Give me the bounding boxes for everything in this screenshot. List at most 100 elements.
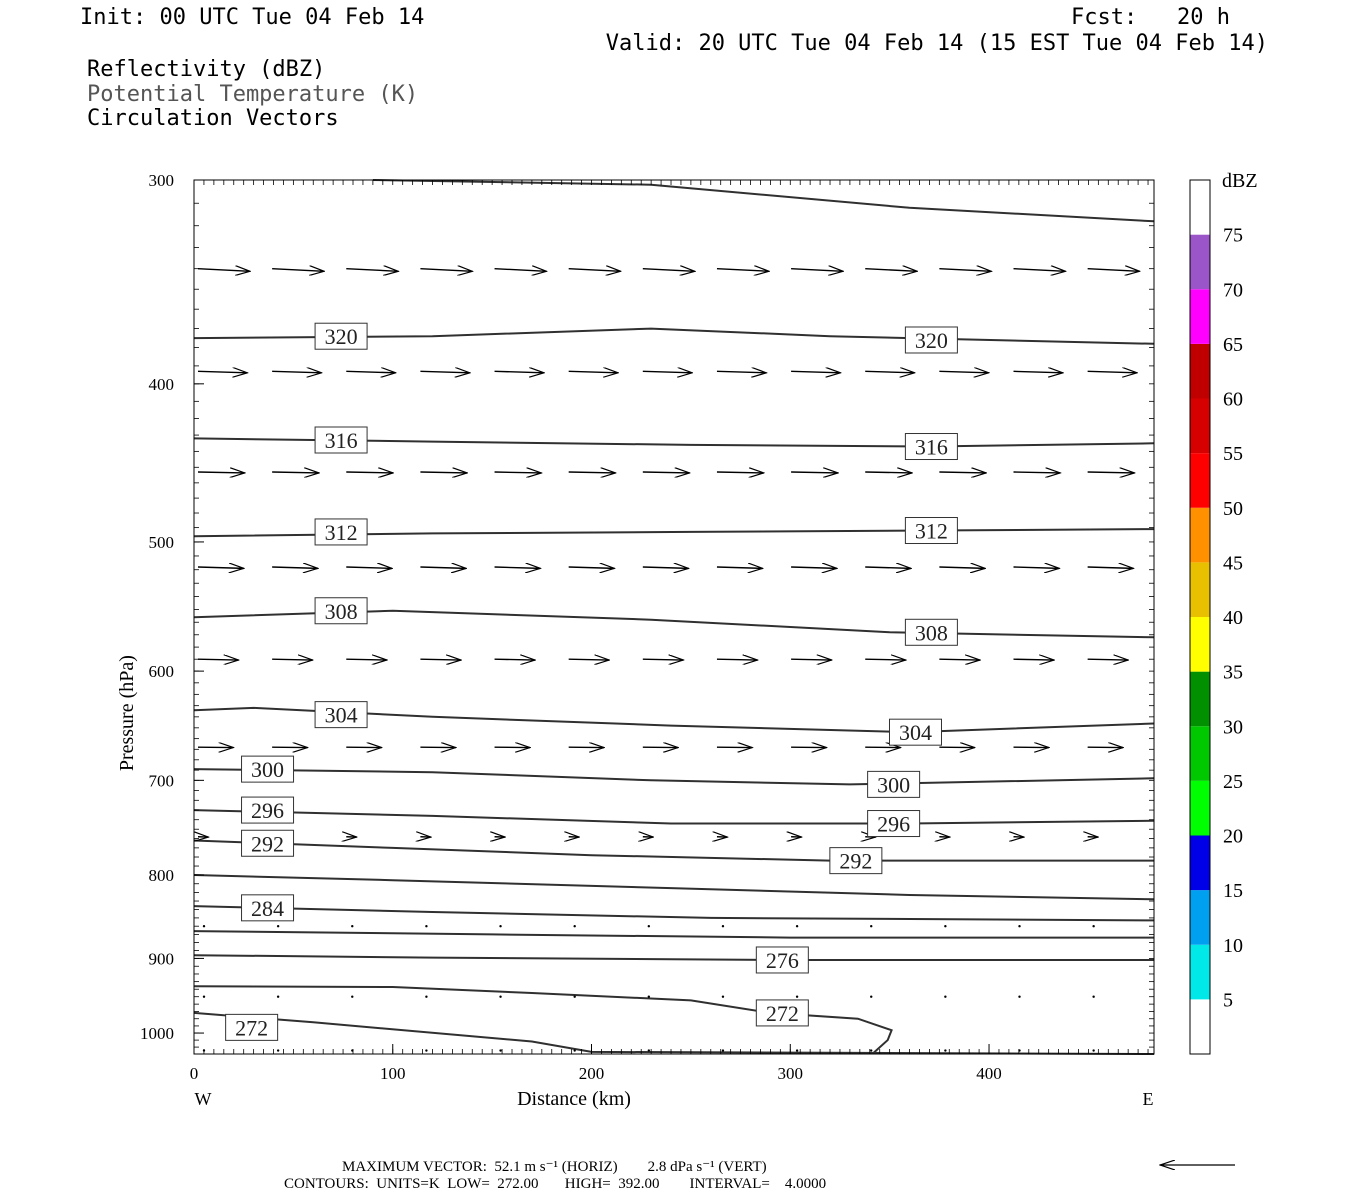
circulation-vector <box>939 269 991 272</box>
field-circulation-vectors: Circulation Vectors <box>87 106 339 131</box>
plot-frame <box>193 179 1155 1055</box>
circulation-vector <box>272 659 313 660</box>
vector-dot <box>573 995 576 998</box>
y-tick-label: 1000 <box>140 1024 174 1043</box>
contour-label: 308 <box>325 599 358 624</box>
init-time: Init: 00 UTC Tue 04 Feb 14 <box>80 5 425 30</box>
circulation-vector <box>1087 269 1140 272</box>
vector-dot <box>276 924 280 928</box>
vector-dot <box>795 995 799 998</box>
vector-dot <box>721 995 725 998</box>
contour-label-box <box>314 322 368 350</box>
colorbar-tick-label: 55 <box>1223 443 1243 465</box>
circulation-vector <box>1013 472 1061 473</box>
circulation-vector <box>865 472 912 473</box>
colorbar-segment <box>1190 507 1210 563</box>
colorbar-tick-label: 35 <box>1223 662 1243 684</box>
colorbar-segment <box>1190 726 1210 781</box>
circulation-vector <box>1013 659 1055 660</box>
circulation-vector <box>420 567 466 568</box>
x-tick-label: 200 <box>579 1064 605 1083</box>
circulation-vector <box>1013 269 1066 272</box>
colorbar-tick-label: 15 <box>1223 880 1243 902</box>
colorbar-tick-label: 25 <box>1223 771 1243 793</box>
vector-dot <box>351 995 354 998</box>
circulation-vector <box>791 659 832 660</box>
field-potential-temperature: Potential Temperature (K) <box>87 82 419 107</box>
vector-dot <box>721 924 725 928</box>
vector-dot <box>795 924 799 928</box>
contour-label: 272 <box>766 1001 799 1026</box>
circulation-vector <box>197 472 245 473</box>
contour-label: 296 <box>251 798 284 823</box>
circulation-vector <box>420 371 469 372</box>
circulation-vector <box>865 567 911 568</box>
valid-time: Valid: 20 UTC Tue 04 Feb 14 (15 EST Tue … <box>605 31 1268 56</box>
field-reflectivity: Reflectivity (dBZ) <box>87 57 326 82</box>
contour-label: 284 <box>251 896 284 921</box>
theta-contour-line <box>193 839 1154 862</box>
vector-dot <box>870 995 873 998</box>
contour-label: 276 <box>766 948 799 973</box>
circulation-vector <box>346 472 393 473</box>
contour-label: 308 <box>915 620 948 645</box>
circulation-vector <box>939 567 985 568</box>
vector-dot <box>351 924 354 928</box>
colorbar-tick-label: 65 <box>1223 334 1243 356</box>
contour-label-box <box>904 618 958 646</box>
contour-label: 296 <box>877 812 910 837</box>
circulation-vector <box>346 567 392 568</box>
circulation-vector <box>791 269 843 272</box>
contour-label: 312 <box>325 520 358 545</box>
colorbar-tick-label: 45 <box>1223 552 1243 574</box>
circulation-vector <box>272 472 319 473</box>
circulation-vector <box>494 269 547 272</box>
theta-contour-line <box>372 179 1155 223</box>
y-tick-label: 800 <box>149 866 175 885</box>
y-axis-label: Pressure (hPa) <box>116 655 138 771</box>
circulation-vector <box>716 371 766 372</box>
circulation-vector <box>346 371 395 372</box>
forecast-hour: Fcst: 20 h <box>1071 5 1230 30</box>
y-tick-label: 300 <box>149 171 175 190</box>
circulation-vector <box>568 659 610 660</box>
max-vector-footnote: MAXIMUM VECTOR: 52.1 m s⁻¹ (HORIZ) 2.8 d… <box>342 1159 767 1175</box>
colorbar-tick-label: 20 <box>1223 826 1243 848</box>
vector-dot <box>870 1049 873 1052</box>
x-tick-label: 300 <box>778 1064 804 1083</box>
colorbar-tick-label: 40 <box>1223 607 1243 629</box>
x-east-label: E <box>1143 1089 1154 1109</box>
contour-label-box <box>904 326 958 354</box>
circulation-vector <box>642 567 689 568</box>
contour-label: 300 <box>251 757 284 782</box>
contour-label: 292 <box>839 849 872 874</box>
colorbar-segment <box>1190 999 1210 1054</box>
contour-label-box <box>829 847 883 875</box>
contour-label-box <box>314 426 368 454</box>
vector-dot <box>870 924 873 928</box>
contour-label-box <box>241 829 295 857</box>
vector-dot <box>1092 995 1095 998</box>
vector-dot <box>647 995 651 998</box>
vector-dot <box>944 924 947 928</box>
circulation-vector <box>791 472 838 473</box>
colorbar-segment <box>1190 835 1210 891</box>
x-tick-label: 100 <box>380 1064 406 1083</box>
x-tick-label: 400 <box>976 1064 1002 1083</box>
contour-label: 304 <box>899 720 932 745</box>
colorbar-segment <box>1190 398 1210 454</box>
vector-dot <box>1092 1049 1095 1052</box>
vector-dot <box>499 924 502 928</box>
x-tick-label: 0 <box>190 1064 199 1083</box>
circulation-vector <box>791 567 837 568</box>
circulation-vector <box>568 472 616 473</box>
contour-label-box <box>241 894 295 922</box>
circulation-vector <box>568 371 618 372</box>
circulation-vector <box>865 269 917 272</box>
y-tick-label: 400 <box>149 375 175 394</box>
circulation-vector <box>716 659 758 660</box>
vector-dot <box>1092 924 1095 928</box>
colorbar-segment <box>1190 343 1210 399</box>
vector-dot <box>425 995 428 998</box>
circulation-vector <box>272 567 318 568</box>
